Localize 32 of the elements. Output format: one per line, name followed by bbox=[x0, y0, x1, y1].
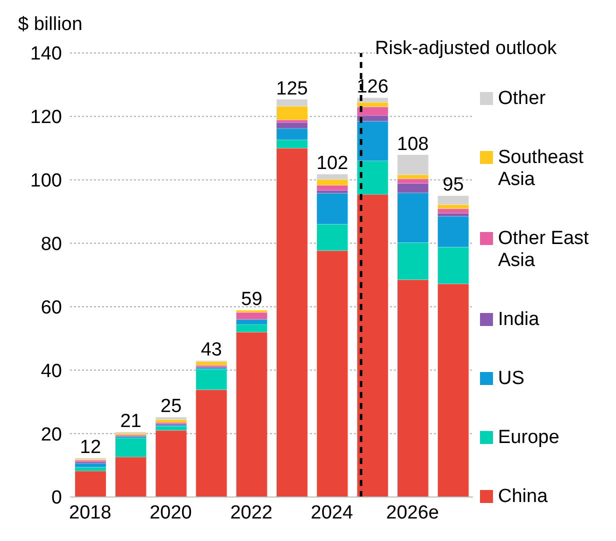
total-label: 12 bbox=[80, 436, 102, 458]
total-label: 126 bbox=[356, 76, 388, 98]
total-label: 95 bbox=[442, 174, 464, 196]
annotation: Risk-adjusted outlook bbox=[375, 38, 557, 60]
total-label: 43 bbox=[200, 340, 222, 361]
y-tick-label: 100 bbox=[30, 170, 62, 192]
x-tick-label: 2026e bbox=[386, 502, 439, 524]
x-tick-label: 2022 bbox=[230, 502, 272, 524]
legend-label: Southeast Asia bbox=[498, 147, 585, 191]
x-tick-label: 2020 bbox=[150, 502, 192, 524]
x-tick-label: 2024 bbox=[310, 502, 354, 524]
legend-label: China bbox=[498, 486, 548, 508]
x-tick-label: 2018 bbox=[69, 502, 112, 524]
y-tick-label: 80 bbox=[40, 234, 62, 256]
total-label: 108 bbox=[397, 134, 429, 155]
legend-label: Europe bbox=[498, 427, 560, 449]
legend-label: US bbox=[498, 368, 524, 390]
y-tick-label: 120 bbox=[30, 107, 62, 128]
total-label: 21 bbox=[120, 410, 142, 432]
total-label: 125 bbox=[276, 78, 308, 100]
legend-label: Other East Asia bbox=[498, 228, 590, 272]
y-axis-title: $ billion bbox=[18, 14, 82, 36]
y-tick-label: 40 bbox=[40, 360, 62, 382]
y-tick-label: 60 bbox=[40, 297, 62, 318]
y-tick-label: 20 bbox=[40, 424, 62, 446]
total-label: 59 bbox=[241, 289, 262, 310]
legend-label: Other bbox=[498, 88, 546, 110]
total-label: 102 bbox=[316, 153, 348, 174]
y-tick-label: 0 bbox=[51, 488, 62, 509]
total-label: 25 bbox=[160, 396, 182, 418]
legend-label: India bbox=[498, 309, 540, 331]
y-tick-label: 140 bbox=[30, 44, 62, 65]
